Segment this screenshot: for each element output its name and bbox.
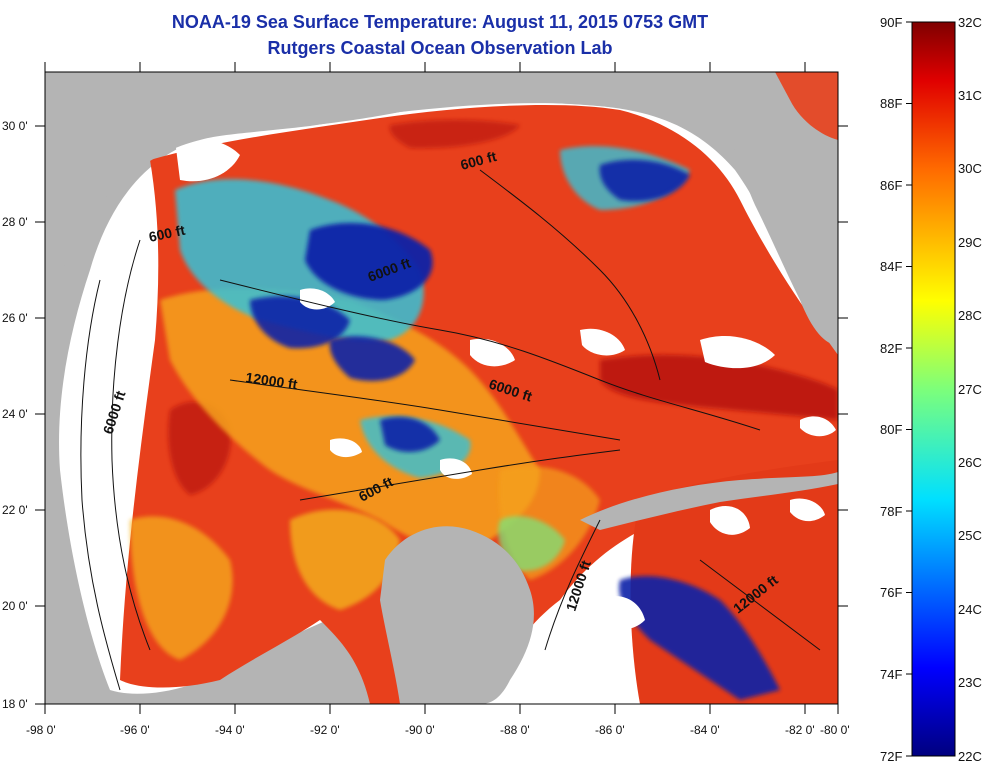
cuba bbox=[580, 472, 838, 530]
bathymetry-contours bbox=[80, 169, 821, 691]
lat-tick-label: 20 0' bbox=[2, 599, 28, 613]
colorbar-f-label: 88F bbox=[880, 96, 902, 111]
colorbar-c-label: 30C bbox=[958, 161, 982, 176]
colorbar-f-label: 80F bbox=[880, 422, 902, 437]
contour-label: 600 ft bbox=[147, 222, 186, 245]
colorbar-f-label: 74F bbox=[880, 667, 902, 682]
map-title: NOAA-19 Sea Surface Temperature: August … bbox=[171, 12, 709, 32]
sst-hot-band bbox=[600, 354, 838, 420]
colorbar-c-label: 22C bbox=[958, 749, 982, 764]
lat-tick-label: 22 0' bbox=[2, 503, 28, 517]
lat-tick-label: 26 0' bbox=[2, 311, 28, 325]
sst-cool-field bbox=[175, 179, 424, 341]
lon-tick-label: -82 0' bbox=[785, 723, 815, 737]
lat-tick-label: 30 0' bbox=[2, 119, 28, 133]
colorbar-c-label: 31C bbox=[958, 88, 982, 103]
colorbar-f-label: 72F bbox=[880, 749, 902, 764]
lat-tick-label: 18 0' bbox=[2, 697, 28, 711]
colorbar-c-label: 26C bbox=[958, 455, 982, 470]
lon-tick-label: -98 0' bbox=[26, 723, 56, 737]
axis-ticks bbox=[35, 62, 848, 714]
lat-tick-label: 24 0' bbox=[2, 407, 28, 421]
lon-tick-label: -88 0' bbox=[500, 723, 530, 737]
colorbar-f-label: 78F bbox=[880, 504, 902, 519]
colorbar bbox=[911, 21, 956, 757]
us-gulf-coast bbox=[45, 72, 720, 380]
colorbar-f-label: 86F bbox=[880, 178, 902, 193]
colorbar-c-label: 29C bbox=[958, 235, 982, 250]
lon-tick-label: -96 0' bbox=[120, 723, 150, 737]
map-subtitle: Rutgers Coastal Ocean Observation Lab bbox=[267, 38, 613, 58]
colorbar-c-label: 28C bbox=[958, 308, 982, 323]
map-frame bbox=[44, 71, 839, 705]
colorbar-c-label: 32C bbox=[958, 15, 982, 30]
sst-cold-core bbox=[305, 222, 433, 300]
colorbar-f-label: 82F bbox=[880, 341, 902, 356]
colorbar-c-label: 23C bbox=[958, 675, 982, 690]
lon-tick-label: -90 0' bbox=[405, 723, 435, 737]
colorbar-c-label: 24C bbox=[958, 602, 982, 617]
colorbar-ticks bbox=[906, 21, 912, 757]
cloud-gaps bbox=[175, 138, 836, 630]
colorbar-f-label: 84F bbox=[880, 259, 902, 274]
colorbar-c-label: 27C bbox=[958, 382, 982, 397]
sst-mild-field bbox=[160, 288, 540, 549]
florida-peninsula bbox=[720, 72, 838, 345]
lon-tick-label: -86 0' bbox=[595, 723, 625, 737]
contour-label: 12000 ft bbox=[245, 369, 299, 392]
lon-tick-label: -94 0' bbox=[215, 723, 245, 737]
lat-tick-label: 28 0' bbox=[2, 215, 28, 229]
colorbar-f-label: 90F bbox=[880, 15, 902, 30]
lon-tick-label: -92 0' bbox=[310, 723, 340, 737]
lon-tick-label: -80 0' bbox=[820, 723, 850, 737]
colorbar-c-label: 25C bbox=[958, 528, 982, 543]
lon-tick-label: -84 0' bbox=[690, 723, 720, 737]
colorbar-f-label: 76F bbox=[880, 585, 902, 600]
yucatan-peninsula bbox=[380, 526, 534, 704]
